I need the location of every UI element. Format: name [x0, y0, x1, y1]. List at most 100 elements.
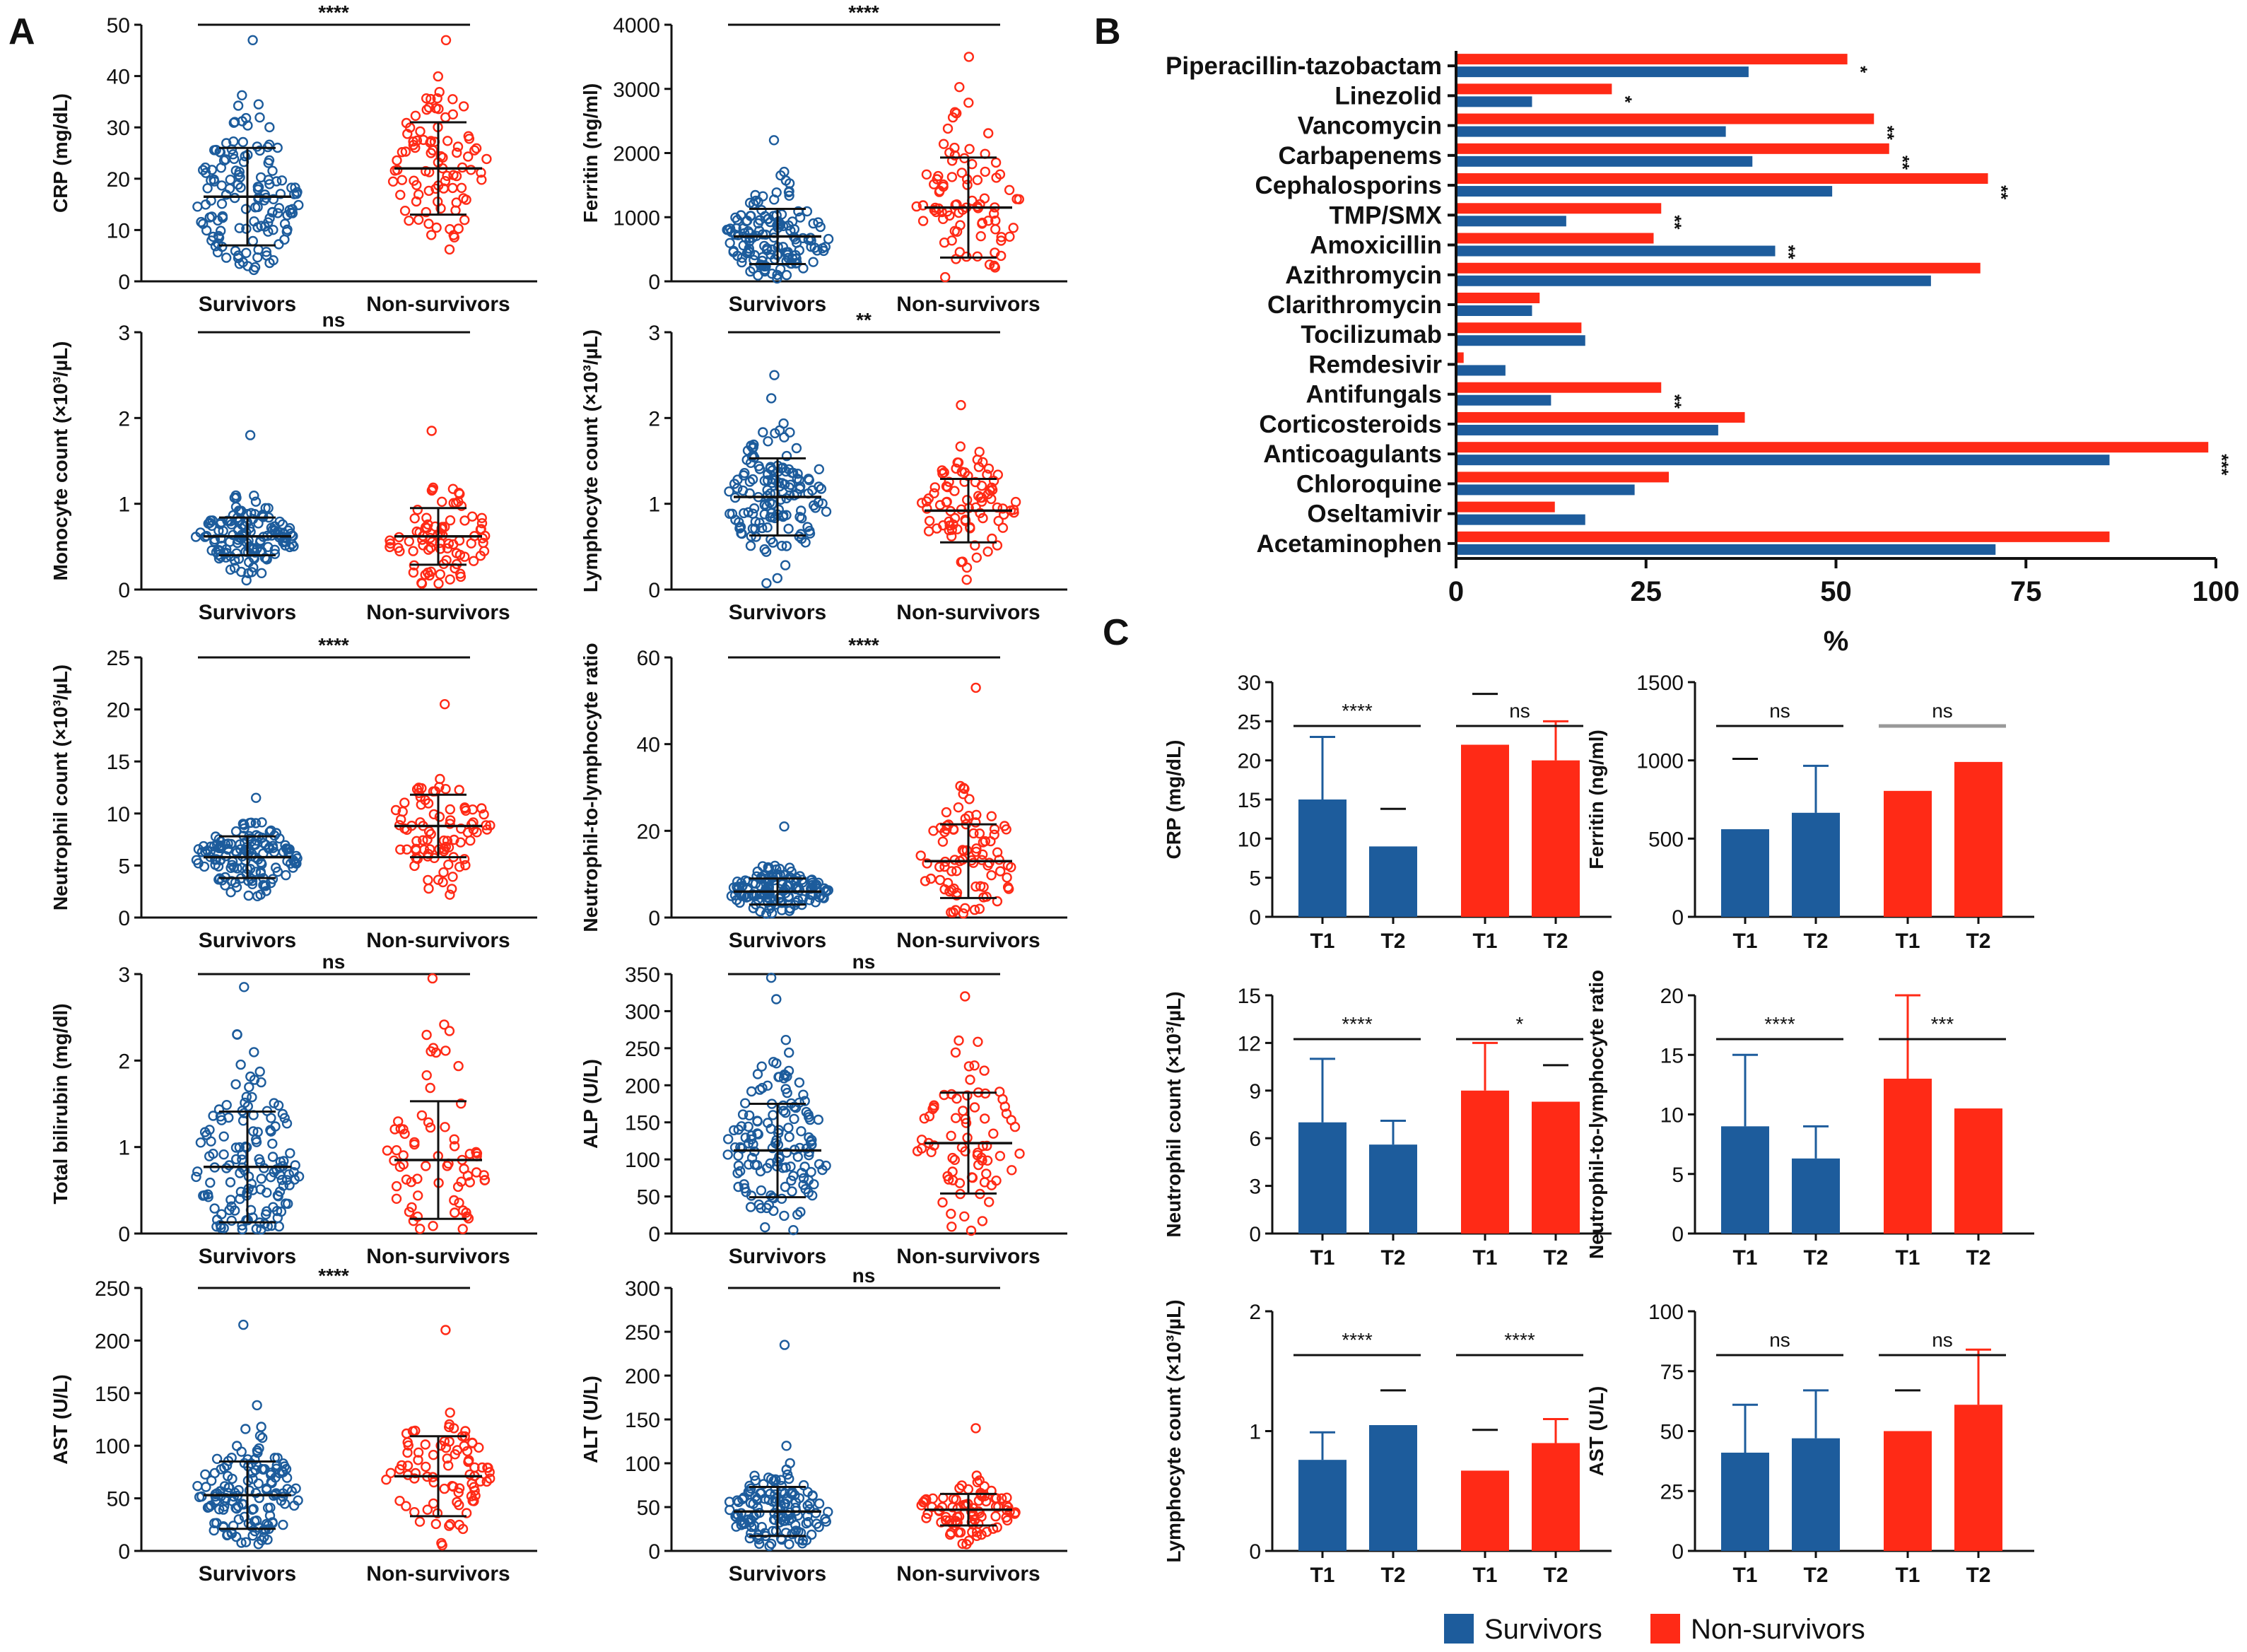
a-bilirubin-data-point [430, 1047, 442, 1058]
a-ast-data-point [253, 1522, 264, 1533]
a-ferritin-data-point [802, 206, 813, 217]
c-lymphocyte-x-category-label: T2 [1543, 1564, 1568, 1587]
a-neutrophil-data-point [418, 835, 428, 845]
bar-chart-c-ferritin: 0 500 1000 1500 Ferritin (ng/ml) T1 T2 T1 T2 ns ns [1585, 672, 2034, 953]
c-crp-bar-survivors [1298, 799, 1347, 917]
a-ast-y-tick-label: 0 [118, 1540, 130, 1564]
c-ast-significance-label: ns [1769, 1329, 1790, 1351]
c-neutrophil-y-tick-label: 0 [1249, 1223, 1261, 1246]
a-nlr-data-point [981, 891, 992, 902]
a-alp-data-point [773, 1072, 784, 1082]
a-lymphocyte-data-point [724, 486, 734, 497]
a-ast-data-point [254, 1430, 266, 1441]
a-alp-data-point [770, 1138, 781, 1149]
b-bar-survivors [1457, 66, 1749, 78]
a-bilirubin-y-tick-label: 1 [118, 1137, 130, 1160]
a-lymphocyte-data-point [781, 541, 792, 551]
a-bilirubin-data-point [243, 1183, 254, 1194]
a-ferritin-data-point [745, 266, 756, 277]
b-bar-nonsurvivors [1457, 83, 1612, 95]
scatter-chart-a-bilirubin: 0 1 2 3 Total bilirubin (mg/dl) Survivors Non-… [49, 951, 537, 1268]
b-category-label: Clarithromycin [1267, 291, 1442, 319]
a-neutrophil-data-point [476, 803, 487, 814]
a-crp-data-point [264, 213, 275, 223]
a-bilirubin-data-point [266, 1126, 276, 1137]
a-alp-data-point [760, 1222, 770, 1233]
a-ferritin-data-point [991, 172, 1002, 183]
a-alt-data-point [790, 1525, 802, 1536]
a-lymphocyte-data-point [738, 470, 749, 481]
a-neutrophil-data-point [198, 840, 209, 852]
scatter-chart-a-crp: 0 10 20 30 40 50 CRP (mg/dL) Survivors Non-survi… [49, 1, 537, 316]
a-ast-data-point [281, 1463, 292, 1475]
a-nlr-data-point [946, 866, 957, 877]
a-crp-data-point [202, 183, 213, 194]
a-alt-data-point [940, 1511, 951, 1523]
a-bilirubin-data-point [191, 1171, 201, 1183]
a-alp-data-point [734, 1166, 746, 1177]
scatter-chart-a-monocyte: 0 1 2 3 Monocyte count (×10³/µL) Survivors Non… [49, 309, 537, 624]
a-alt-data-point [784, 1539, 794, 1550]
a-nlr-data-point [1002, 872, 1012, 883]
a-neutrophil-data-point [257, 859, 267, 869]
a-ast-data-point [227, 1473, 237, 1484]
a-lymphocyte-data-point [772, 573, 783, 584]
scatter-chart-a-alt: 0 50 100 150 200 250 300 ALT (U/L) Survivors Non-… [580, 1265, 1067, 1586]
a-crp-data-point [252, 182, 263, 192]
a-lymphocyte-data-point [773, 504, 785, 515]
a-lymphocyte-data-point [729, 479, 740, 489]
a-neutrophil-y-tick-label: 15 [107, 751, 130, 774]
a-bilirubin-data-point [462, 1211, 472, 1222]
a-ferritin-data-point [944, 210, 955, 221]
a-bilirubin-data-point [427, 973, 438, 984]
legend-label-survivors: Survivors [1484, 1614, 1602, 1645]
a-ferritin-data-point [753, 270, 763, 281]
a-alp-data-point [1006, 1115, 1016, 1125]
a-crp-data-point [447, 94, 458, 105]
a-bilirubin-data-point [254, 1154, 264, 1165]
a-ferritin-data-point [942, 123, 954, 134]
a-neutrophil-x-category-label: Non-survivors [366, 929, 510, 952]
a-crp-y-tick-label: 40 [107, 66, 130, 89]
a-crp-data-point [452, 141, 464, 152]
a-monocyte-data-point [476, 518, 488, 529]
a-bilirubin-data-point [288, 1166, 299, 1178]
a-bilirubin-data-point [391, 1181, 402, 1192]
a-ferritin-y-tick-label: 0 [648, 271, 660, 294]
c-ast-bar-nonsurvivors [1954, 1405, 2002, 1551]
a-monocyte-data-point [467, 511, 478, 522]
a-ferritin-data-point [949, 107, 961, 117]
a-ferritin-data-point [951, 254, 961, 264]
a-ferritin-data-point [982, 216, 994, 226]
a-crp-data-point [418, 134, 429, 146]
a-monocyte-data-point [206, 520, 217, 531]
a-bilirubin-data-point [283, 1198, 293, 1209]
b-category-label: Corticosteroids [1259, 411, 1442, 438]
a-neutrophil-significance-label: **** [318, 634, 349, 656]
a-nlr-data-point [786, 866, 797, 877]
a-alp-data-point [983, 1197, 995, 1207]
a-alp-y-tick-label: 350 [625, 963, 660, 987]
c-nlr-bar-nonsurvivors [1884, 1078, 1932, 1234]
a-ferritin-data-point [946, 172, 958, 182]
a-crp-data-point [234, 223, 245, 233]
a-lymphocyte-data-point [961, 562, 973, 573]
a-alp-data-point [969, 1060, 980, 1071]
a-ferritin-data-point [808, 257, 819, 267]
a-alt-data-point [951, 1511, 963, 1523]
a-ferritin-x-category-label: Survivors [729, 293, 826, 316]
a-lymphocyte-data-point [768, 537, 778, 548]
b-category-label: Chloroquine [1296, 470, 1442, 498]
a-lymphocyte-data-point [769, 370, 780, 380]
a-nlr-data-point [762, 897, 773, 908]
a-neutrophil-data-point [232, 863, 242, 874]
a-ast-data-point [422, 1504, 433, 1515]
a-crp-data-point [287, 208, 298, 218]
a-crp-data-point [281, 226, 292, 237]
a-neutrophil-y-tick-label: 20 [107, 699, 130, 722]
a-monocyte-data-point [225, 564, 236, 575]
a-crp-data-point [240, 204, 252, 214]
a-neutrophil-data-point [445, 815, 456, 826]
a-crp-data-point [284, 205, 295, 216]
a-neutrophil-data-point [465, 835, 476, 846]
